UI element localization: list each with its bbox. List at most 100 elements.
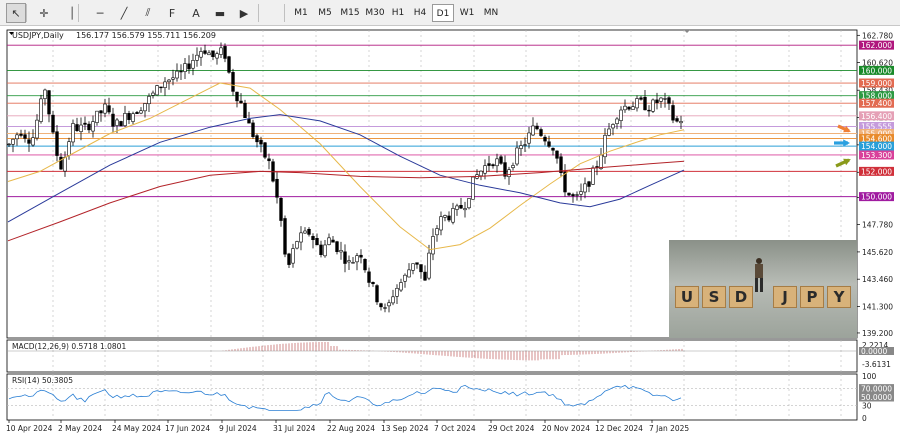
level-badge-label: 155.555 [861, 123, 892, 132]
candle-bearish [447, 215, 451, 221]
candle-bullish [63, 157, 67, 172]
cursor-icon[interactable]: ↖ [6, 3, 26, 23]
date-axis-label: 31 Jul 2024 [273, 424, 316, 433]
candle-bearish [179, 70, 183, 73]
level-badge [859, 150, 894, 160]
ohlc-values: 156.177 156.579 155.711 156.209 [76, 31, 216, 40]
price-axis-label: 139.200 [862, 329, 893, 338]
candle-bullish [207, 52, 211, 56]
candle-bullish [651, 99, 655, 112]
candle-bearish [223, 46, 227, 59]
candle-bearish [367, 271, 371, 283]
candle-bullish [183, 63, 187, 72]
candle-bullish [495, 158, 499, 167]
timeframe-mn[interactable]: MN [483, 8, 499, 18]
timeframe-m1[interactable]: M1 [294, 8, 308, 18]
arrow-olive-icon-head [843, 158, 851, 166]
candle-bullish [155, 85, 159, 96]
level-badge [859, 98, 894, 108]
candle-bullish [679, 121, 683, 124]
candle-bearish [647, 109, 651, 112]
candle-bullish [607, 128, 611, 136]
fibonacci-icon[interactable]: F [168, 6, 176, 20]
candle-bullish [163, 81, 167, 88]
date-axis-label: 9 Jul 2024 [219, 424, 257, 433]
chart-shift-marker[interactable] [684, 30, 690, 33]
vertical-line-icon[interactable]: │ [68, 6, 76, 20]
timeframe-m15[interactable]: M15 [340, 8, 360, 18]
symbol-label[interactable]: USDJPY,Daily [12, 31, 64, 40]
candle-bearish [363, 259, 367, 271]
moving-average-fast [7, 82, 685, 251]
candle-bullish [339, 250, 343, 253]
timeframe-h1[interactable]: H1 [391, 8, 405, 18]
rsi-label: RSI(14) 50.3805 [12, 376, 73, 385]
candle-bullish [219, 47, 223, 55]
rsi-axis-label: 0 [862, 414, 867, 423]
letter-tile-j: J [773, 286, 797, 308]
label-icon[interactable]: ▬ [214, 6, 226, 20]
dropdown-arrow-icon[interactable] [9, 32, 14, 35]
candle-bearish [107, 105, 111, 113]
candle-bearish [83, 122, 87, 125]
candle-bullish [507, 169, 511, 178]
candle-bullish [67, 141, 71, 156]
candle-bearish [279, 197, 283, 221]
letter-tile-d: D [729, 286, 753, 308]
candle-bullish [71, 123, 75, 143]
candle-bearish [211, 50, 215, 57]
candle-bullish [191, 60, 195, 69]
level-badge-label: 154.000 [861, 142, 892, 151]
macd-axis-label: 2.2214 [862, 341, 888, 350]
timeframe-m5[interactable]: M5 [318, 8, 332, 18]
date-axis-label: 7 Oct 2024 [434, 424, 476, 433]
candle-bearish [23, 134, 27, 139]
candle-bearish [111, 113, 115, 127]
level-badge [859, 122, 894, 132]
trendline-icon[interactable]: ╱ [120, 6, 128, 20]
candle-bullish [167, 79, 171, 83]
candle-bullish [35, 119, 39, 139]
candle-bullish [431, 236, 435, 255]
shapes-icon[interactable]: ▶ [239, 6, 249, 20]
equidistant-channel-icon[interactable]: ⫽ [145, 6, 151, 19]
candle-bearish [503, 162, 507, 177]
candle-bearish [27, 139, 31, 144]
level-badge-label: 154.600 [861, 135, 892, 144]
text-icon[interactable]: A [192, 6, 200, 20]
letter-tile-s: S [702, 286, 726, 308]
timeframe-w1[interactable]: W1 [459, 8, 475, 18]
candle-bullish [79, 124, 83, 132]
candle-bearish [491, 164, 495, 167]
candle-bullish [327, 237, 331, 245]
candle-bearish [415, 262, 419, 265]
timeframe-m30[interactable]: M30 [365, 8, 385, 18]
timeframe-h4[interactable]: H4 [413, 8, 427, 18]
candle-bearish [571, 194, 575, 197]
arrow-orange-icon-head [843, 125, 851, 133]
level-badge [859, 91, 894, 101]
candle-bullish [295, 241, 299, 249]
candle-bearish [119, 121, 123, 127]
candle-bullish [351, 262, 355, 264]
horizontal-line-icon[interactable]: ─ [96, 6, 104, 20]
candle-bullish [411, 263, 415, 271]
candle-bullish [399, 282, 403, 291]
chart-area[interactable]: 162.780160.620158.430156.260154.100151.9… [0, 27, 900, 439]
candle-bearish [315, 238, 319, 246]
candle-bearish [343, 251, 347, 264]
candle-bullish [575, 194, 579, 196]
candle-bullish [103, 103, 107, 114]
candle-bearish [639, 97, 643, 100]
timeframe-d1[interactable]: D1 [432, 4, 454, 22]
crosshair-icon[interactable]: ✛ [39, 6, 49, 20]
date-axis-label: 12 Dec 2024 [595, 424, 643, 433]
rsi-axis-label: 70.0000 [861, 385, 892, 394]
rsi-panel [6, 373, 858, 421]
arrow-blue-icon-head [843, 139, 850, 147]
rsi-axis-label: 30 [862, 401, 872, 410]
candle-bullish [91, 121, 95, 132]
candle-bearish [19, 133, 23, 136]
candle-bearish [135, 112, 139, 114]
price-axis-label: 158.430 [862, 86, 893, 95]
